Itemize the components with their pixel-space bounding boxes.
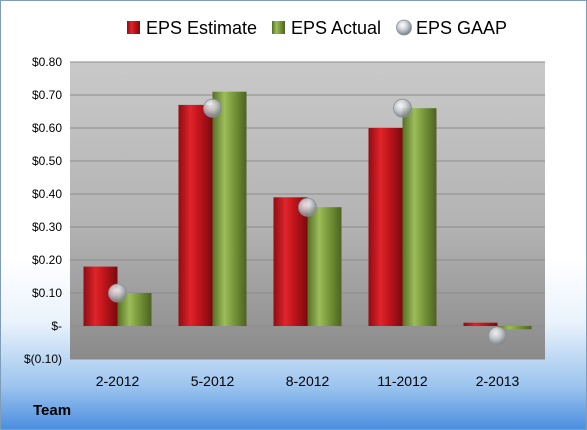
y-tick-label: $0.70 — [32, 88, 62, 102]
eps-actual-bar — [307, 207, 342, 326]
x-tick-label: 11-2012 — [377, 373, 428, 389]
y-tick-label: $0.50 — [32, 154, 62, 168]
y-axis-ticks: $0.80 $0.70 $0.60 $0.50 $0.40 $0.30 $0.20 $0.10… — [24, 55, 62, 366]
legend-label: EPS GAAP — [416, 18, 507, 38]
x-tick-label: 5-2012 — [191, 373, 235, 389]
y-tick-label: $0.80 — [32, 55, 62, 69]
x-tick-label: 2-2012 — [96, 373, 140, 389]
legend-label: EPS Actual — [291, 18, 381, 38]
eps-estimate-bar — [368, 128, 403, 326]
eps-gaap-marker — [108, 283, 127, 303]
eps-estimate-bar — [178, 104, 213, 327]
bars — [83, 91, 532, 330]
eps-estimate-bar — [273, 197, 308, 326]
y-tick-label: $0.30 — [32, 220, 62, 234]
gaap-markers — [108, 98, 507, 346]
x-axis-ticks: 2-2012 5-2012 8-2012 11-2012 2-2013 — [96, 373, 520, 389]
y-tick-label: $0.20 — [32, 253, 62, 267]
legend-swatch — [396, 19, 412, 36]
eps-gaap-marker — [393, 98, 412, 118]
eps-gaap-marker — [203, 98, 222, 118]
y-tick-label: $0.60 — [32, 121, 62, 135]
eps-actual-bar — [497, 326, 532, 330]
eps-estimate-bar — [463, 322, 498, 326]
legend: EPS Estimate EPS Actual EPS GAAP — [127, 18, 507, 38]
eps-gaap-marker — [488, 326, 507, 346]
eps-gaap-marker — [298, 197, 317, 217]
x-tick-label: 2-2013 — [476, 373, 520, 389]
legend-swatch — [272, 21, 285, 34]
y-tick-label: $(0.10) — [24, 352, 62, 366]
x-tick-label: 8-2012 — [286, 373, 330, 389]
legend-label: EPS Estimate — [146, 18, 257, 38]
eps-actual-bar — [212, 91, 247, 326]
y-tick-label: $- — [51, 319, 62, 333]
legend-swatch — [127, 21, 140, 34]
y-tick-label: $0.10 — [32, 286, 62, 300]
eps-actual-bar — [402, 108, 437, 326]
y-tick-label: $0.40 — [32, 187, 62, 201]
footer-label: Team — [33, 402, 72, 419]
